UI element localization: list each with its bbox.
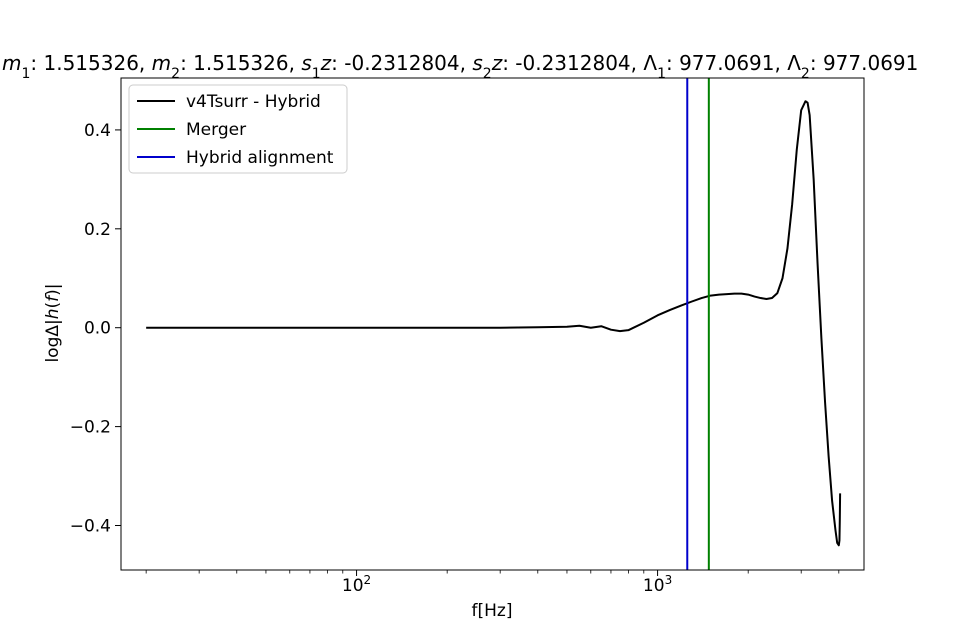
legend: v4Tsurr - Hybrid Merger Hybrid alignment [128, 84, 348, 174]
x-tick-label: 103 [643, 573, 672, 596]
y-axis: 0.4 0.2 0.0 −0.2 −0.4 [70, 121, 121, 536]
series-line-0 [146, 100, 842, 547]
legend-box [128, 84, 348, 174]
legend-label: Hybrid alignment [186, 148, 334, 168]
y-tick-label: −0.4 [70, 516, 111, 536]
x-tick-label: 102 [342, 573, 371, 596]
y-tick-label: 0.4 [84, 121, 111, 141]
axes-frame [120, 77, 865, 571]
y-tick-label: 0.0 [84, 319, 111, 339]
y-axis-label: logΔ|h(f)| [43, 283, 63, 362]
plot-area [120, 77, 865, 571]
y-tick-label: −0.2 [70, 418, 111, 438]
legend-label: v4Tsurr - Hybrid [186, 92, 321, 112]
x-axis: 102 103 [145, 570, 840, 596]
x-axis-label: f[Hz] [472, 601, 513, 621]
chart-title: m1: 1.515326, m2: 1.515326, s1z: -0.2312… [2, 51, 918, 82]
y-tick-label: 0.2 [84, 220, 111, 240]
legend-label: Merger [186, 120, 246, 140]
